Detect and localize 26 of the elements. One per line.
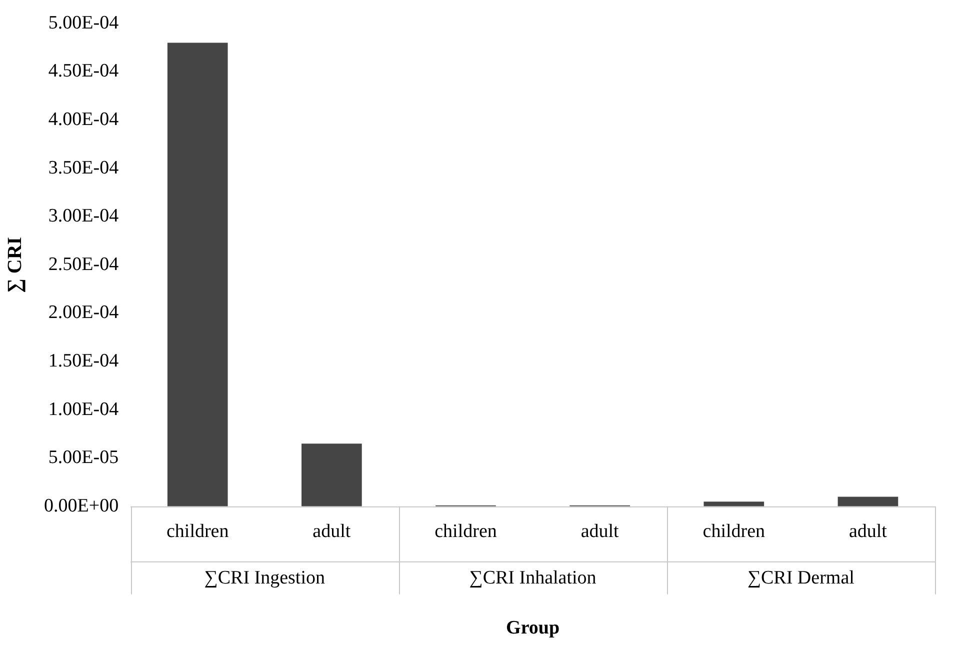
y-tick-label: 0.00E+00: [44, 495, 119, 516]
bar: [167, 42, 228, 506]
y-tick-label: 2.00E-04: [48, 302, 120, 324]
bar: [838, 496, 898, 506]
text: ∑CRI Inhalation: [469, 567, 597, 588]
x-axis-title: Group: [506, 618, 560, 639]
x-tick-label: adult: [312, 520, 352, 542]
x-tick-label: children: [166, 520, 230, 542]
y-tick-label: 5.00E-04: [48, 12, 120, 34]
x-tick-label: adult: [580, 520, 620, 542]
y-tick-label: 2.50E-04: [48, 254, 120, 275]
bar: [704, 502, 764, 506]
y-tick-label: 4.00E-04: [48, 108, 120, 130]
x-tick-label: adult: [848, 520, 888, 542]
bar: [302, 444, 362, 506]
x-tick-label: children: [702, 520, 766, 542]
y-tick-label: 4.50E-04: [48, 60, 120, 82]
y-tick-label: 3.50E-04: [48, 157, 120, 178]
text: ∑CRI Dermal: [747, 567, 854, 588]
y-tick-label: 5.00E-05: [48, 447, 119, 468]
y-tick-label: 1.00E-04: [48, 398, 120, 420]
x-tick-label: children: [434, 520, 498, 542]
y-axis-title: ∑ CRI: [4, 236, 26, 293]
y-tick-label: 3.00E-04: [48, 206, 120, 227]
text: ∑CRI Ingestion: [204, 567, 326, 588]
y-tick-label: 1.50E-04: [48, 350, 120, 372]
